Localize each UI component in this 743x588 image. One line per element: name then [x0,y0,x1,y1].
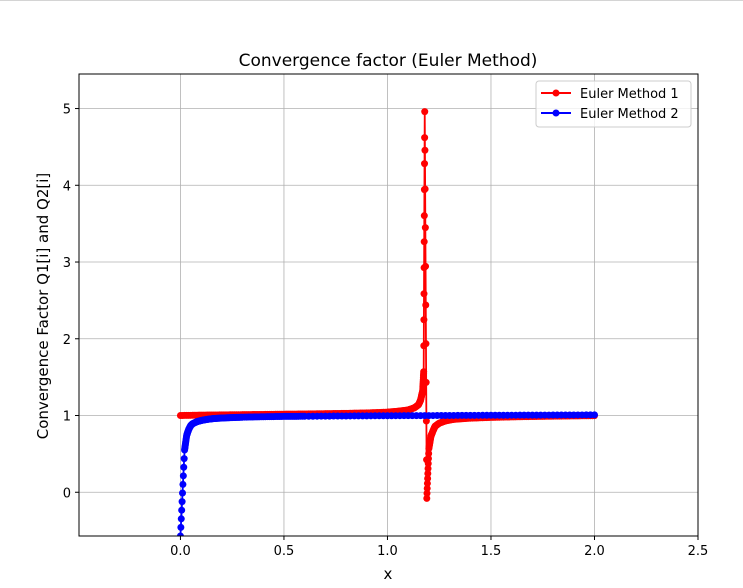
x-tick-label: 1.0 [377,544,398,559]
x-tick-label: 2.5 [688,544,709,559]
series-2-point [178,498,186,506]
tick-layer: 0.0 0.5 1.0 1.5 2.0 2.5 0 1 2 3 4 5 [63,103,709,559]
y-tick-label: 4 [63,179,71,194]
x-tick-label: 0.5 [274,544,295,559]
legend-marker-series-2 [552,109,560,117]
series-2-point [180,455,188,463]
legend-marker-series-1 [552,89,560,97]
series-2-point [179,472,187,480]
series-2-point [178,506,186,514]
series-1-point [422,417,430,425]
series-1-point [425,450,433,457]
series-1-point [420,316,428,324]
y-tick-label: 0 [63,486,71,501]
x-axis-label: x [384,565,393,583]
window-top-border [0,0,743,1]
series-1-point [422,378,430,386]
series-1-point [420,238,428,246]
y-tick-label: 1 [63,410,71,425]
series-1-point [421,146,429,154]
series-2-point [179,480,187,488]
series-2-point [180,463,188,471]
legend-label-series-1: Euler Method 1 [580,87,679,102]
series-1-point [424,454,432,462]
series-1-point [423,489,431,497]
series-2-point [176,532,184,536]
series-1-point [421,134,429,142]
y-tick-label: 2 [63,333,71,348]
axes-frame [78,73,699,537]
series-1-point [424,464,432,472]
series-1-point [421,160,429,168]
y-axis-label: Convergence Factor Q1[i] and Q2[i] [34,173,52,440]
series-1-point [423,494,431,502]
series-2-point [590,411,598,419]
x-tick-label: 0.0 [170,544,191,559]
series-1-point [421,185,429,193]
series-1-point [424,459,432,467]
chart-title: Convergence factor (Euler Method) [239,51,538,71]
legend: Euler Method 1 Euler Method 2 [535,80,692,128]
series-1-point [423,484,431,492]
series-1-point [420,368,428,376]
series-1-point [424,469,432,477]
series-2-point [177,523,185,531]
series-1-point [422,340,430,348]
series-1-point [422,301,430,309]
legend-label-series-2: Euler Method 2 [580,107,679,122]
y-tick-label: 5 [63,103,71,118]
series-2-point [177,515,185,523]
series-1-point [420,290,428,298]
series-2-point [179,489,187,497]
series-1-point [420,212,428,220]
series-1-point [421,108,429,116]
series-2 [176,411,598,536]
series-1-point [421,224,429,232]
x-tick-label: 2.0 [584,544,605,559]
series-1-point [422,262,430,270]
series-1-point [424,474,432,482]
y-tick-label: 3 [63,256,71,271]
grid-layer [79,74,699,536]
data-layer [176,108,598,536]
series-1-point [423,479,431,487]
legend-box [535,80,692,128]
x-tick-label: 1.5 [481,544,502,559]
